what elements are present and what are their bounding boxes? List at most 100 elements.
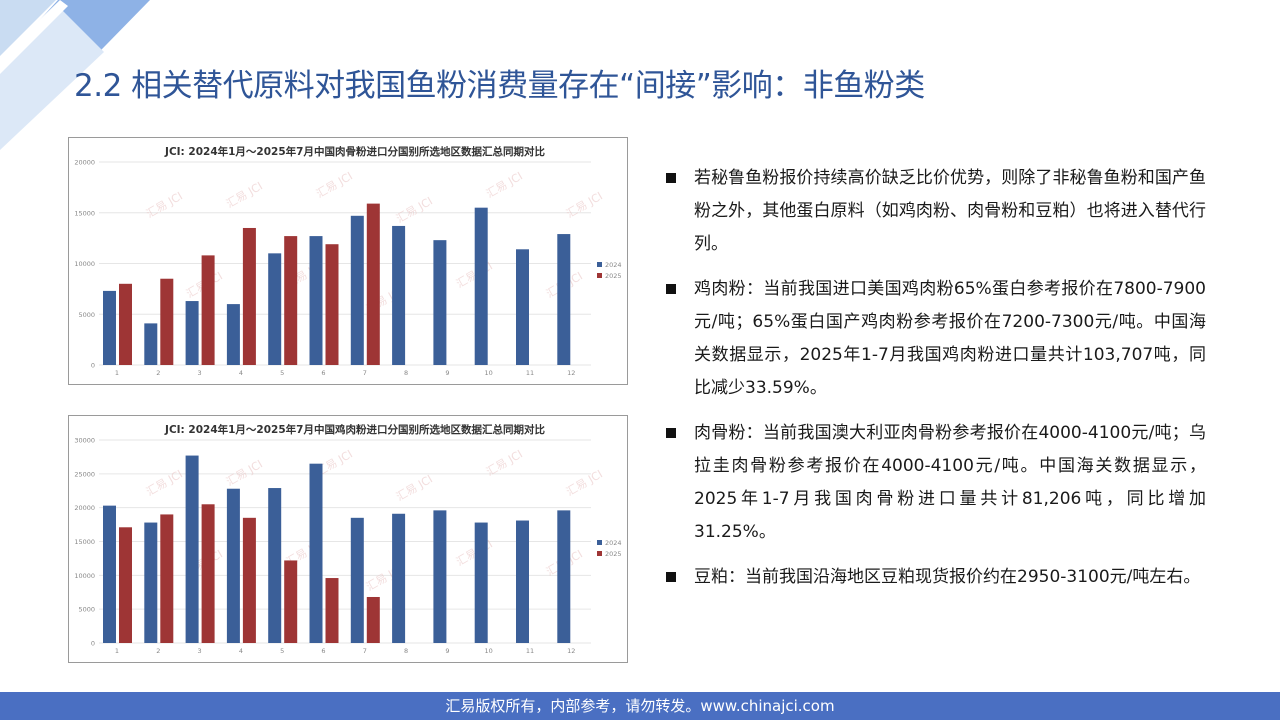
legend-label-2025: 2025 [605,272,622,280]
square-bullet-icon [666,173,676,183]
footer-bar: 汇易版权所有，内部参考，请勿转发。www.chinajci.com [0,692,1280,720]
bar-2024-9 [433,240,447,365]
x-tick-label: 11 [526,647,534,655]
square-bullet-icon [666,284,676,294]
x-tick-label: 11 [526,369,534,377]
x-tick-label: 1 [115,369,119,377]
y-tick-label: 10000 [74,260,95,268]
x-tick-label: 7 [363,647,367,655]
x-tick-label: 4 [239,647,243,655]
bullet-item: 若秘鲁鱼粉报价持续高价缺乏比价优势，则除了非秘鲁鱼粉和国产鱼粉之外，其他蛋白原料… [666,162,1206,261]
bar-2025-4 [242,227,256,365]
x-tick-label: 1 [115,647,119,655]
bar-2025-1 [119,527,132,643]
watermark-logo: 汇易 JCI [224,180,265,211]
bullet-list: 若秘鲁鱼粉报价持续高价缺乏比价优势，则除了非秘鲁鱼粉和国产鱼粉之外，其他蛋白原料… [666,162,1206,606]
legend-label-2024: 2024 [605,539,622,547]
bar-2024-8 [392,225,406,365]
chicken-meal-chart: JCI: 2024年1月～2025年7月中国鸡肉粉进口分国别所选地区数据汇总同期… [68,415,628,663]
bar-2024-1 [103,505,116,643]
bar-2024-5 [268,488,282,643]
watermark-logo: 汇易 JCI [394,195,435,226]
x-tick-label: 3 [198,369,202,377]
x-tick-label: 12 [567,647,575,655]
bar-2024-4 [226,304,240,365]
bar-2024-3 [185,301,199,365]
y-tick-label: 0 [91,640,95,648]
meat-bone-meal-chart-svg: JCI: 2024年1月～2025年7月中国肉骨粉进口分国别所选地区数据汇总同期… [74,145,622,377]
bar-2024-6 [309,463,323,643]
legend-swatch-2025 [597,551,602,556]
bar-2024-2 [144,323,158,365]
y-tick-label: 5000 [78,311,95,319]
bar-2024-7 [350,215,364,365]
square-bullet-icon [666,572,676,582]
watermark-logo: 汇易 JCI [144,190,185,221]
bar-2024-3 [185,455,199,643]
x-tick-label: 12 [567,369,575,377]
watermark-logo: 汇易 JCI [564,468,605,499]
y-tick-label: 15000 [74,209,95,217]
bar-2024-1 [103,290,116,365]
watermark-logo: 汇易 JCI [484,170,525,201]
watermark-logo: 汇易 JCI [454,260,495,291]
watermark-logo: 汇易 JCI [224,458,265,489]
x-tick-label: 2 [156,647,160,655]
x-tick-label: 9 [445,369,449,377]
bullet-text: 鸡肉粉：当前我国进口美国鸡肉粉65%蛋白参考报价在7800-7900元/吨；65… [694,279,1206,398]
bar-2024-4 [226,488,240,643]
legend-label-2025: 2025 [605,550,622,558]
x-tick-label: 10 [485,647,493,655]
legend-label-2024: 2024 [605,261,622,269]
bar-2024-8 [392,513,406,643]
y-tick-label: 5000 [78,606,95,614]
bar-2024-6 [309,236,323,365]
bar-2024-11 [516,249,529,365]
bar-2025-6 [325,244,339,365]
bullet-item: 肉骨粉：当前我国澳大利亚肉骨粉参考报价在4000-4100元/吨；乌拉圭肉骨粉参… [666,417,1206,549]
y-tick-label: 15000 [74,538,95,546]
bar-2024-5 [268,253,282,365]
x-tick-label: 10 [485,369,493,377]
bar-2025-3 [201,504,215,643]
bar-2025-7 [366,203,380,365]
watermark-logo: 汇易 JCI [314,170,355,201]
watermark-logo: 汇易 JCI [144,468,185,499]
legend-swatch-2025 [597,273,602,278]
chicken-meal-chart-svg: JCI: 2024年1月～2025年7月中国鸡肉粉进口分国别所选地区数据汇总同期… [74,423,622,655]
x-tick-label: 8 [404,647,408,655]
bar-2024-2 [144,522,158,643]
x-tick-label: 8 [404,369,408,377]
bullet-item: 豆粕：当前我国沿海地区豆粕现货报价约在2950-3100元/吨左右。 [666,561,1206,594]
legend-swatch-2024 [597,540,602,545]
slide-title: 2.2 相关替代原料对我国鱼粉消费量存在“间接”影响：非鱼粉类 [74,68,925,104]
corner-decoration [0,0,150,150]
y-tick-label: 30000 [74,437,95,445]
footer-copyright: 汇易版权所有，内部参考，请勿转发。www.chinajci.com [445,697,835,715]
bar-2024-9 [433,510,447,643]
x-tick-label: 2 [156,369,160,377]
x-tick-label: 4 [239,369,243,377]
x-tick-label: 3 [198,647,202,655]
bar-2025-2 [160,514,174,643]
bar-2025-2 [160,278,174,365]
watermark-logo: 汇易 JCI [454,538,495,569]
bar-2024-10 [474,522,488,643]
bullet-item: 鸡肉粉：当前我国进口美国鸡肉粉65%蛋白参考报价在7800-7900元/吨；65… [666,273,1206,405]
y-tick-label: 20000 [74,504,95,512]
y-tick-label: 0 [91,362,95,370]
meat-bone-meal-chart: JCI: 2024年1月～2025年7月中国肉骨粉进口分国别所选地区数据汇总同期… [68,137,628,385]
bullet-text: 肉骨粉：当前我国澳大利亚肉骨粉参考报价在4000-4100元/吨；乌拉圭肉骨粉参… [694,423,1206,542]
bar-2024-10 [474,207,488,365]
x-tick-label: 6 [321,647,325,655]
bar-2024-12 [557,510,571,643]
chart-title: JCI: 2024年1月～2025年7月中国肉骨粉进口分国别所选地区数据汇总同期… [164,145,545,158]
watermark-logo: 汇易 JCI [394,473,435,504]
chart-title: JCI: 2024年1月～2025年7月中国鸡肉粉进口分国别所选地区数据汇总同期… [164,423,545,436]
y-tick-label: 20000 [74,159,95,167]
bar-2024-11 [516,520,529,643]
watermark-logo: 汇易 JCI [564,190,605,221]
bullet-text: 若秘鲁鱼粉报价持续高价缺乏比价优势，则除了非秘鲁鱼粉和国产鱼粉之外，其他蛋白原料… [694,168,1206,254]
legend-swatch-2024 [597,262,602,267]
y-tick-label: 25000 [74,470,95,478]
